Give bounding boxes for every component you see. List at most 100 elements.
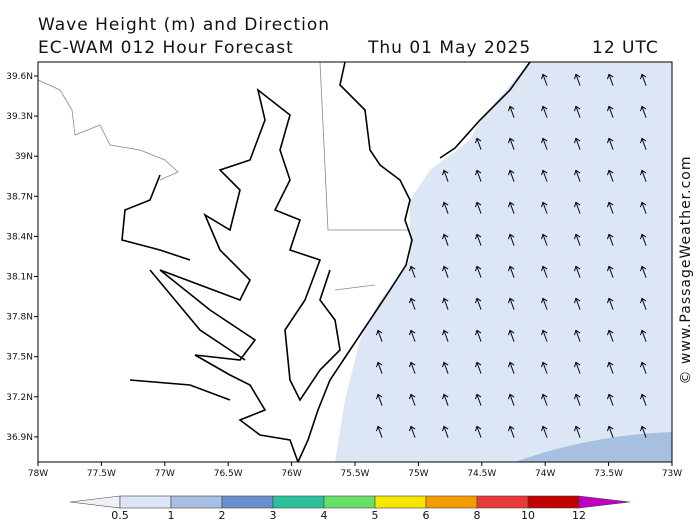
arrow-head bbox=[607, 73, 614, 80]
wave-arrow bbox=[574, 73, 581, 86]
wave-arrow bbox=[574, 137, 581, 150]
arrow-head bbox=[541, 233, 548, 240]
arrow-head bbox=[541, 297, 548, 304]
arrow-shaft bbox=[443, 170, 449, 182]
arrow-shaft bbox=[641, 362, 647, 374]
wave-arrow bbox=[607, 361, 614, 374]
wave-arrow bbox=[607, 201, 614, 214]
arrow-shaft bbox=[641, 170, 647, 182]
wave-arrow bbox=[574, 233, 581, 246]
arrow-shaft bbox=[641, 330, 647, 342]
wave-arrow bbox=[574, 201, 581, 214]
arrow-head bbox=[475, 329, 482, 336]
arrow-head bbox=[607, 393, 614, 400]
arrow-shaft bbox=[575, 362, 581, 374]
arrow-head bbox=[574, 329, 581, 336]
colorbar-label: 12 bbox=[572, 509, 586, 522]
arrow-shaft bbox=[509, 298, 515, 310]
wave-arrow bbox=[640, 361, 647, 374]
arrow-head bbox=[640, 329, 647, 336]
arrow-shaft bbox=[443, 234, 449, 246]
arrow-shaft bbox=[641, 394, 647, 406]
wave-arrow bbox=[541, 425, 548, 438]
arrow-head bbox=[640, 425, 647, 432]
lon-label: 75.5W bbox=[341, 469, 370, 479]
credit: © www.PassageWeather.com bbox=[678, 155, 694, 384]
arrow-head bbox=[442, 329, 449, 336]
arrow-head bbox=[607, 297, 614, 304]
arrow-head bbox=[607, 105, 614, 112]
wave-arrow bbox=[508, 425, 515, 438]
arrow-shaft bbox=[542, 298, 548, 310]
wave-arrow bbox=[376, 361, 383, 374]
arrow-shaft bbox=[641, 106, 647, 118]
colorbar-segment bbox=[221, 495, 274, 509]
arrow-head bbox=[607, 233, 614, 240]
arrow-head bbox=[442, 201, 449, 208]
wave-arrow bbox=[541, 265, 548, 278]
arrow-head bbox=[541, 201, 548, 208]
wave-arrow bbox=[541, 297, 548, 310]
arrow-shaft bbox=[476, 202, 482, 214]
wave-arrow bbox=[574, 169, 581, 182]
arrow-head bbox=[607, 329, 614, 336]
wave-arrow bbox=[376, 329, 383, 342]
arrow-shaft bbox=[509, 362, 515, 374]
wave-arrow bbox=[574, 265, 581, 278]
arrow-head bbox=[607, 265, 614, 272]
wave-arrow bbox=[640, 137, 647, 150]
arrow-shaft bbox=[608, 330, 614, 342]
lon-label: 74W bbox=[535, 469, 555, 479]
arrow-shaft bbox=[542, 426, 548, 438]
arrow-shaft bbox=[443, 202, 449, 214]
arrow-head bbox=[475, 265, 482, 272]
arrow-head bbox=[409, 393, 416, 400]
wave-arrow bbox=[640, 169, 647, 182]
coastline bbox=[297, 61, 413, 463]
colorbar-label: 6 bbox=[423, 509, 430, 522]
arrow-shaft bbox=[443, 330, 449, 342]
arrow-head bbox=[475, 393, 482, 400]
map bbox=[37, 61, 673, 463]
lon-label: 77.5W bbox=[87, 469, 116, 479]
lon-label: 76.5W bbox=[214, 469, 243, 479]
arrow-shaft bbox=[542, 106, 548, 118]
wave-arrow bbox=[475, 137, 482, 150]
arrow-head bbox=[607, 361, 614, 368]
arrow-head bbox=[541, 169, 548, 176]
arrow-head bbox=[574, 105, 581, 112]
lat-label: 37.5N bbox=[6, 353, 33, 363]
wave-arrow bbox=[442, 297, 449, 310]
lon-label: 77W bbox=[155, 469, 175, 479]
wave-arrow bbox=[640, 297, 647, 310]
wave-arrow bbox=[508, 297, 515, 310]
wave-arrow bbox=[442, 265, 449, 278]
wave-band bbox=[515, 432, 672, 462]
arrow-shaft bbox=[608, 202, 614, 214]
colorbar-segment bbox=[425, 495, 478, 509]
lon-label: 78W bbox=[28, 469, 48, 479]
arrow-head bbox=[541, 137, 548, 144]
arrow-head bbox=[640, 137, 647, 144]
arrow-shaft bbox=[608, 74, 614, 86]
arrow-head bbox=[574, 137, 581, 144]
wave-arrow bbox=[409, 297, 416, 310]
arrow-shaft bbox=[641, 74, 647, 86]
arrow-shaft bbox=[575, 330, 581, 342]
lat-label: 37.2N bbox=[6, 393, 33, 403]
wave-arrow bbox=[640, 329, 647, 342]
arrow-shaft bbox=[377, 426, 383, 438]
arrow-head bbox=[508, 297, 515, 304]
wave-arrow bbox=[640, 73, 647, 86]
arrow-head bbox=[640, 361, 647, 368]
arrow-head bbox=[541, 73, 548, 80]
wave-arrow bbox=[475, 297, 482, 310]
arrow-head bbox=[508, 169, 515, 176]
arrow-head bbox=[475, 361, 482, 368]
colorbar-segment bbox=[272, 495, 325, 509]
arrow-shaft bbox=[542, 138, 548, 150]
colorbar-high bbox=[578, 495, 631, 509]
wave-arrow bbox=[475, 425, 482, 438]
arrow-head bbox=[442, 361, 449, 368]
